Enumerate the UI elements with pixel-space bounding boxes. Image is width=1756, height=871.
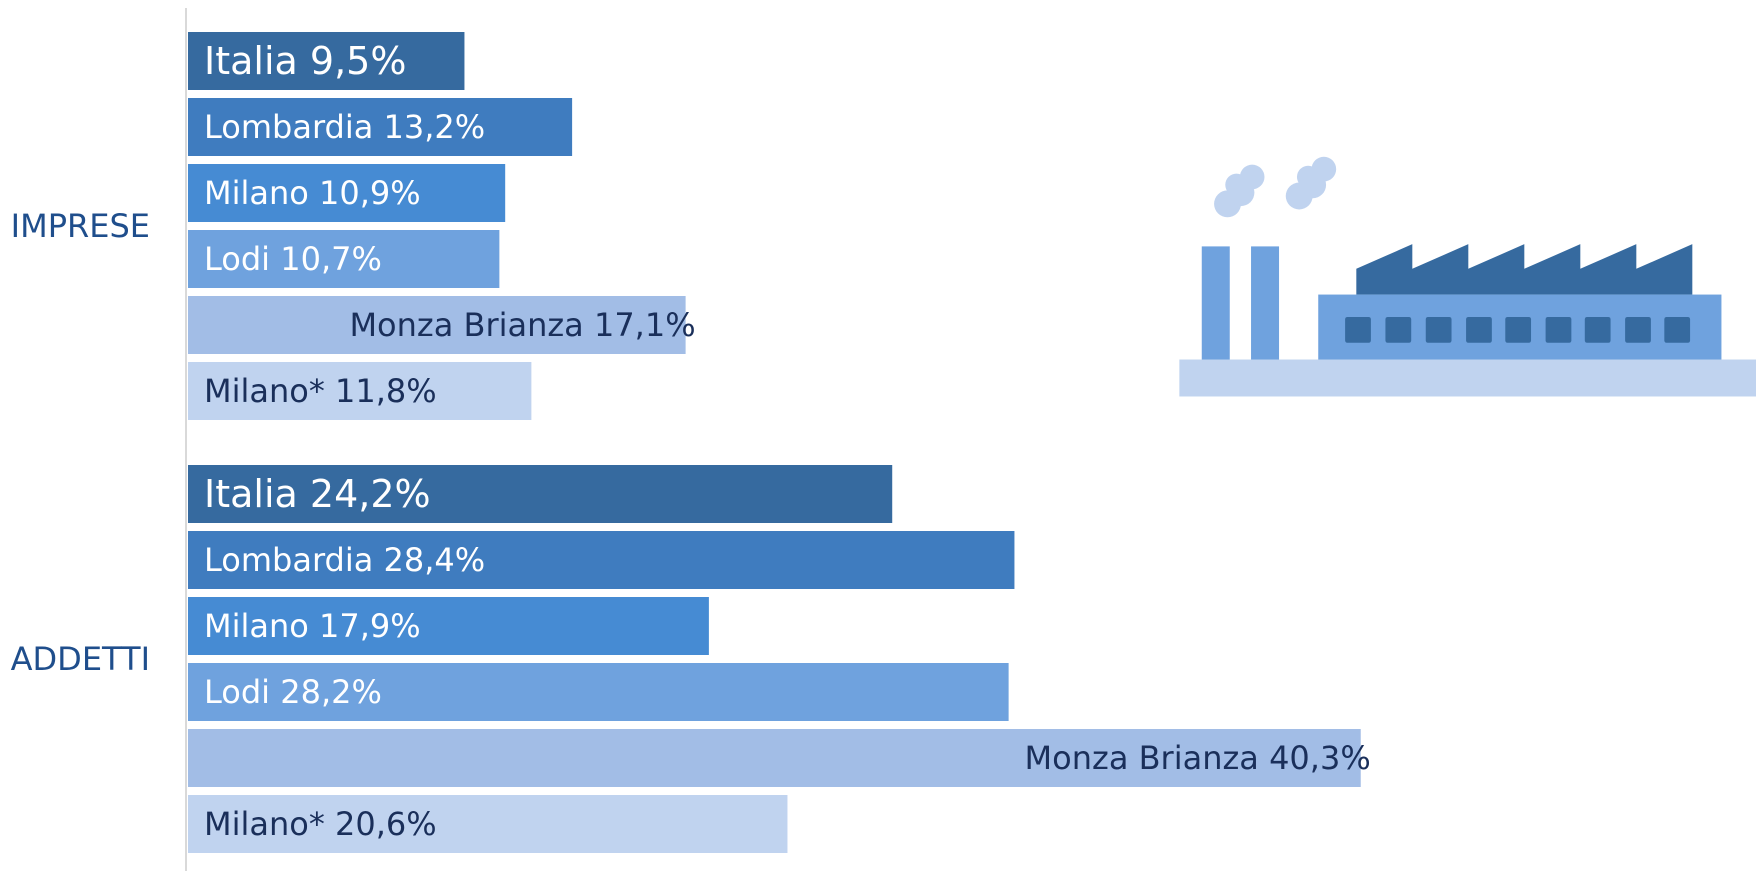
bar — [188, 98, 573, 156]
value-label: 17,9% — [319, 607, 421, 645]
value-label: 20,6% — [335, 805, 437, 843]
bar — [188, 164, 506, 222]
bar-label: Lombardia 28,4% — [204, 541, 485, 579]
category-name: Lombardia — [204, 541, 373, 579]
value-label: 28,4% — [384, 541, 486, 579]
bar — [188, 230, 500, 288]
bar-label: Lodi 28,2% — [204, 673, 382, 711]
factory-icon — [1179, 156, 1756, 397]
category-name: Lombardia — [204, 108, 373, 146]
category-name: Italia — [204, 472, 298, 516]
bar — [188, 32, 465, 90]
category-name: Lodi — [204, 673, 270, 711]
value-label: 24,2% — [310, 472, 431, 516]
value-label: 40,3% — [1269, 739, 1371, 777]
bar-label: Monza Brianza 17,1% — [349, 306, 695, 344]
bar-label: Lodi 10,7% — [204, 240, 382, 278]
bar-label: Monza Brianza 40,3% — [1025, 739, 1371, 777]
category-name: Milano — [204, 607, 309, 645]
value-label: 17,1% — [594, 306, 696, 344]
bar — [188, 531, 1015, 589]
bar-label: Lombardia 13,2% — [204, 108, 485, 146]
bar-label: Milano* 11,8% — [204, 372, 437, 410]
category-name: Milano — [204, 174, 309, 212]
group-label: ADDETTI — [11, 640, 150, 678]
bar — [188, 465, 893, 523]
value-label: 11,8% — [335, 372, 437, 410]
bar — [188, 296, 686, 354]
group-label: IMPRESE — [11, 207, 150, 245]
category-name: Monza Brianza — [349, 306, 583, 344]
bar-label: Italia 24,2% — [204, 472, 431, 516]
bar — [188, 729, 1361, 787]
category-name: Monza Brianza — [1025, 739, 1259, 777]
bar-label: Milano 17,9% — [204, 607, 421, 645]
bar — [188, 795, 788, 853]
category-name: Italia — [204, 39, 298, 83]
bar — [188, 597, 709, 655]
value-label: 10,7% — [280, 240, 382, 278]
bar-label: Italia 9,5% — [204, 39, 406, 83]
value-label: 10,9% — [319, 174, 421, 212]
bar-label: Milano* 20,6% — [204, 805, 437, 843]
category-name: Lodi — [204, 240, 270, 278]
bar — [188, 362, 532, 420]
bar — [188, 663, 1009, 721]
value-label: 13,2% — [384, 108, 486, 146]
category-name: Milano* — [204, 805, 325, 843]
category-name: Milano* — [204, 372, 325, 410]
value-label: 9,5% — [310, 39, 407, 83]
value-label: 28,2% — [280, 673, 382, 711]
bar-label: Milano 10,9% — [204, 174, 421, 212]
